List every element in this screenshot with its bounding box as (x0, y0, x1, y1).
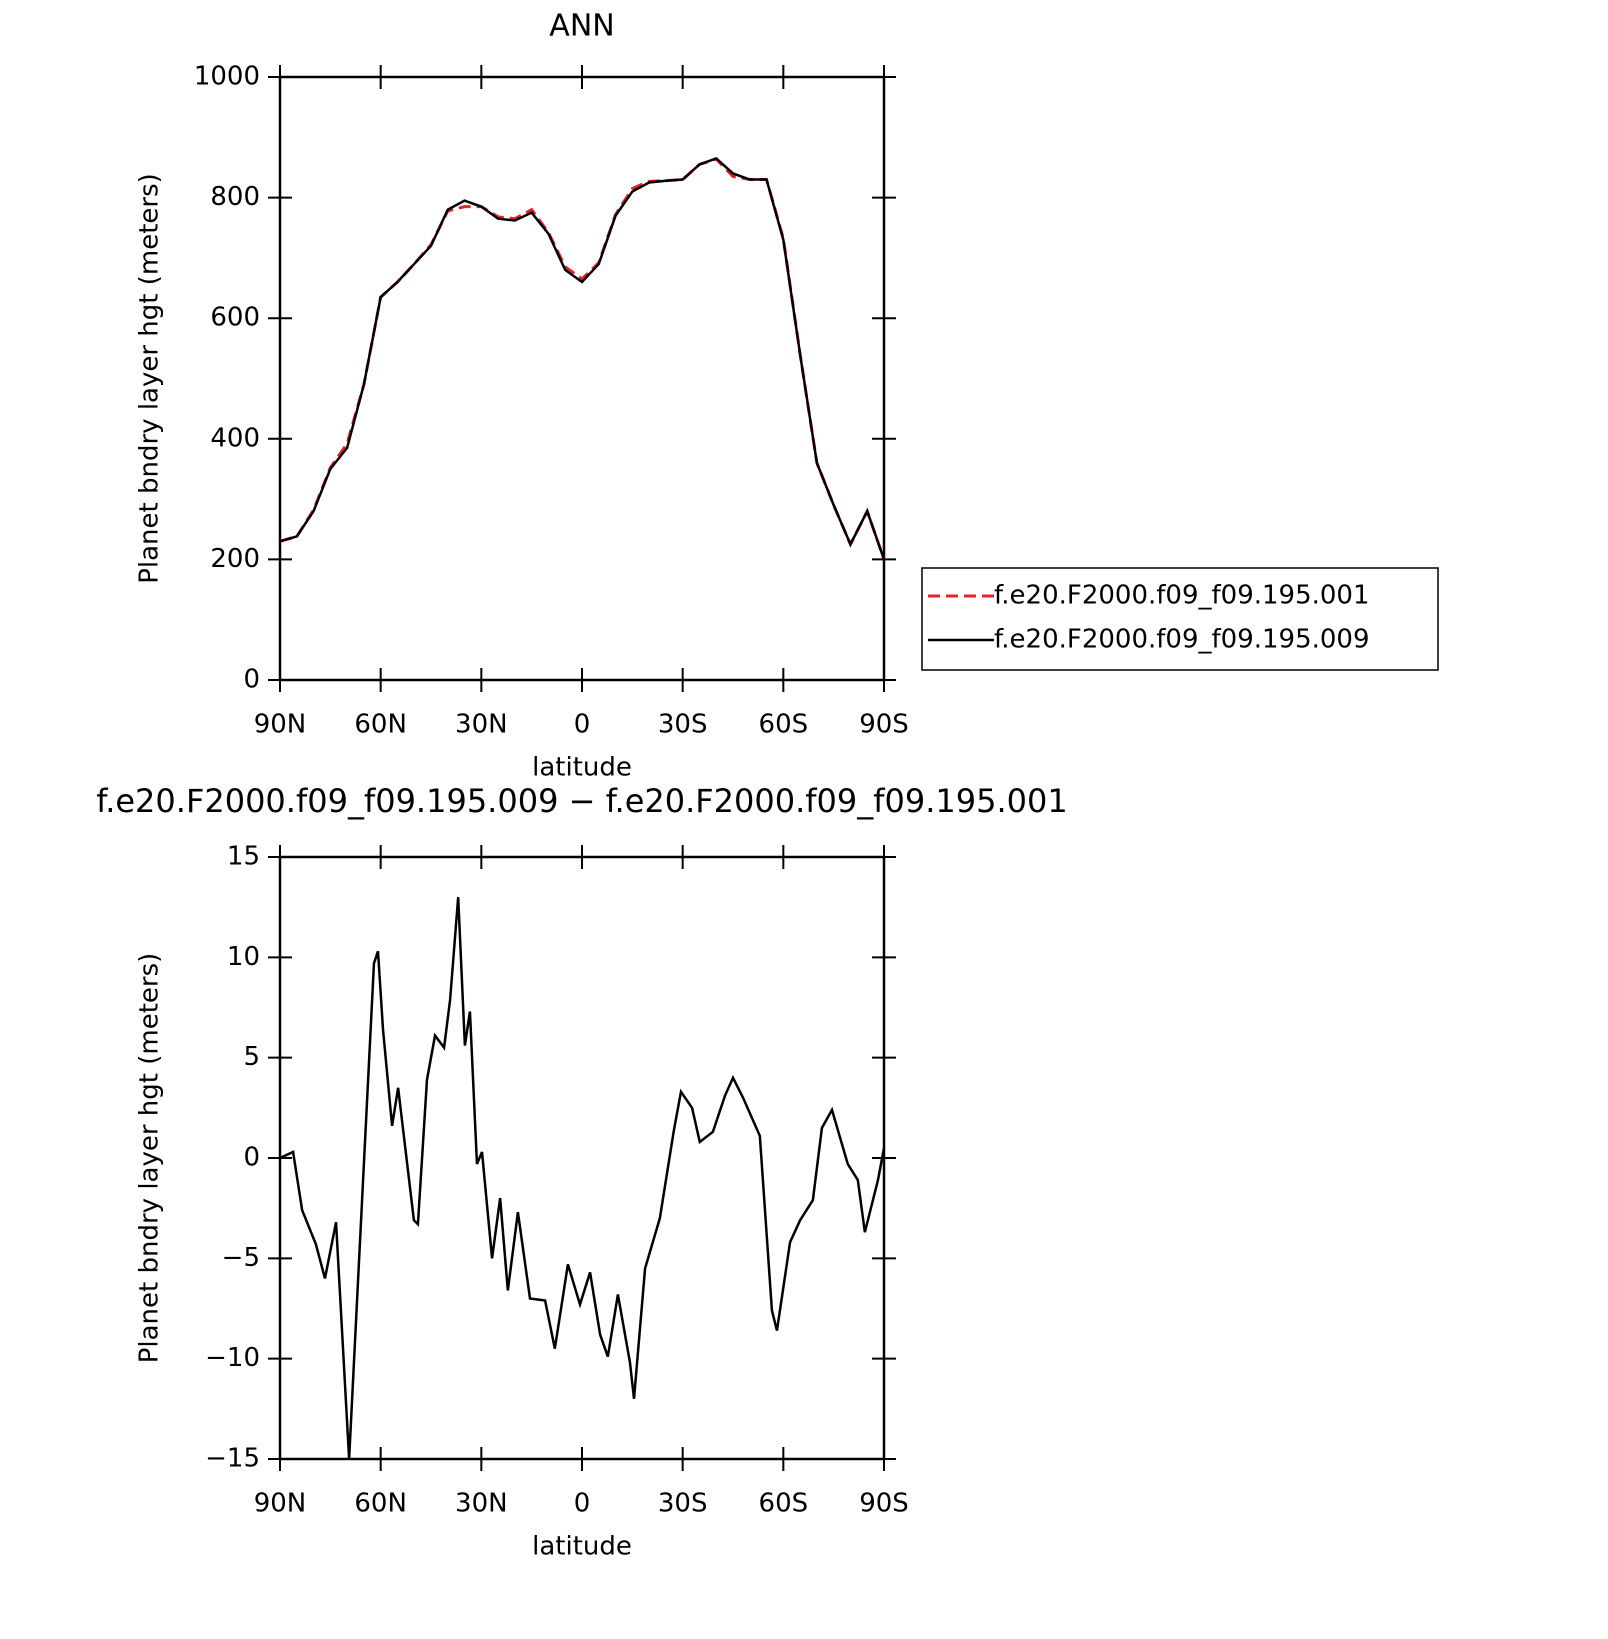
plot-frame (278, 75, 886, 682)
y-axis-label: Planet bndry layer hgt (meters) (135, 953, 165, 1364)
x-tick-label: 60S (759, 1489, 809, 1519)
x-tick-label: 30S (658, 1489, 708, 1519)
y-tick-label: 5 (243, 1042, 260, 1072)
x-tick-label: 30S (658, 710, 708, 740)
chart-title: ANN (549, 9, 614, 44)
x-tick-label: 0 (574, 710, 591, 740)
y-tick-label: 600 (210, 303, 260, 333)
legend-label: f.e20.F2000.f09_f09.195.009 (994, 625, 1370, 655)
chart-title: f.e20.F2000.f09_f09.195.009 − f.e20.F200… (96, 782, 1068, 820)
legend-label: f.e20.F2000.f09_f09.195.001 (994, 581, 1370, 611)
line-series (279, 897, 886, 1460)
x-tick-label: 30N (455, 710, 508, 740)
x-tick-label: 90S (859, 1489, 909, 1519)
y-tick-label: 0 (243, 1143, 260, 1173)
x-tick-label: 30N (455, 1489, 508, 1519)
y-tick-label: −5 (222, 1243, 260, 1273)
y-tick-label: 1000 (194, 62, 260, 92)
y-tick-label: −15 (205, 1444, 260, 1474)
y-tick-label: 400 (210, 423, 260, 453)
y-tick-label: 200 (210, 544, 260, 574)
x-axis-label: latitude (532, 753, 632, 783)
x-tick-label: 60N (354, 710, 407, 740)
x-tick-label: 90N (254, 1489, 307, 1519)
line-series (279, 157, 886, 560)
plot-frame (278, 855, 886, 1461)
x-tick-label: 0 (574, 1489, 591, 1519)
x-tick-label: 60N (354, 1489, 407, 1519)
x-axis-label: latitude (532, 1532, 632, 1562)
y-tick-label: 0 (243, 665, 260, 695)
x-tick-label: 90N (254, 710, 307, 740)
x-tick-label: 60S (759, 710, 809, 740)
y-axis-label: Planet bndry layer hgt (meters) (135, 173, 165, 584)
y-tick-label: 800 (210, 182, 260, 212)
line-series (279, 156, 886, 560)
legend-box (921, 567, 1439, 671)
y-tick-label: −10 (205, 1343, 260, 1373)
y-tick-label: 15 (227, 842, 260, 872)
x-tick-label: 90S (859, 710, 909, 740)
y-tick-label: 10 (227, 942, 260, 972)
